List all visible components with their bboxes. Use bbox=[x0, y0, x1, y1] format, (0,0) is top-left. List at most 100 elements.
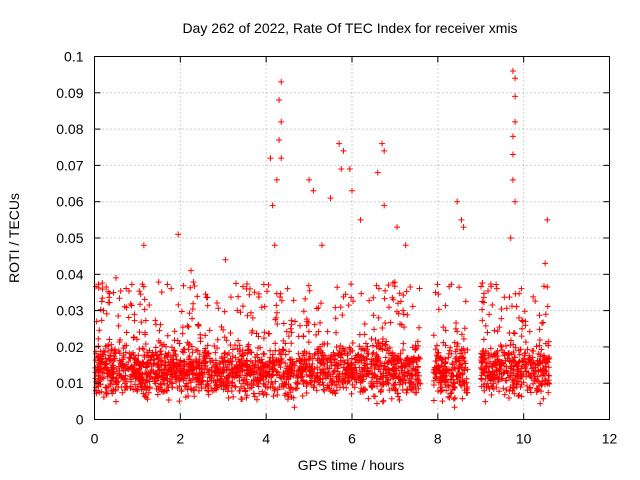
data-point bbox=[265, 281, 272, 288]
data-point bbox=[501, 351, 508, 358]
data-point bbox=[499, 360, 506, 367]
data-point bbox=[265, 330, 272, 337]
data-point bbox=[315, 350, 322, 357]
data-point bbox=[146, 301, 153, 308]
data-point bbox=[186, 364, 193, 371]
data-point bbox=[119, 360, 126, 367]
data-point bbox=[223, 337, 230, 344]
data-point bbox=[374, 340, 381, 347]
data-point bbox=[289, 386, 296, 393]
data-point bbox=[512, 118, 519, 125]
data-point bbox=[446, 283, 453, 290]
data-point bbox=[153, 377, 160, 384]
data-point bbox=[144, 349, 151, 356]
data-point bbox=[515, 347, 522, 354]
data-point bbox=[518, 333, 525, 340]
data-point bbox=[370, 312, 377, 319]
data-point bbox=[152, 349, 159, 356]
data-point bbox=[194, 376, 201, 383]
data-point bbox=[147, 374, 154, 381]
data-point bbox=[545, 389, 552, 396]
data-point bbox=[519, 357, 525, 364]
data-point bbox=[230, 368, 237, 375]
data-point bbox=[180, 377, 187, 384]
data-point bbox=[516, 314, 522, 321]
data-point bbox=[295, 379, 302, 386]
data-point bbox=[438, 362, 445, 369]
data-point bbox=[518, 365, 525, 372]
data-point bbox=[190, 300, 197, 307]
data-point bbox=[450, 396, 457, 403]
data-point bbox=[462, 298, 469, 305]
data-point bbox=[477, 375, 484, 382]
data-point bbox=[451, 384, 458, 391]
data-point bbox=[197, 338, 204, 345]
data-point bbox=[190, 279, 197, 286]
data-point bbox=[176, 398, 183, 405]
data-point bbox=[532, 364, 539, 371]
data-point bbox=[110, 387, 117, 394]
data-point bbox=[509, 68, 516, 75]
data-point bbox=[303, 371, 310, 378]
data-point bbox=[481, 387, 488, 394]
data-point bbox=[543, 359, 550, 366]
data-point bbox=[110, 289, 117, 296]
data-point bbox=[225, 358, 232, 365]
data-point bbox=[458, 331, 465, 338]
data-point bbox=[441, 378, 448, 385]
data-point bbox=[369, 384, 376, 391]
data-point bbox=[224, 363, 231, 370]
data-point bbox=[165, 351, 172, 358]
data-point bbox=[284, 363, 291, 370]
data-point bbox=[92, 357, 99, 364]
data-point bbox=[97, 356, 104, 363]
data-point bbox=[224, 381, 231, 388]
data-point bbox=[98, 298, 105, 305]
data-point bbox=[194, 293, 201, 300]
data-point bbox=[501, 294, 508, 301]
data-point bbox=[236, 387, 243, 394]
data-point bbox=[98, 317, 105, 324]
data-point bbox=[381, 202, 388, 209]
data-point bbox=[359, 345, 366, 352]
data-point bbox=[158, 381, 165, 388]
data-point bbox=[155, 279, 162, 286]
data-point bbox=[130, 334, 137, 341]
data-point bbox=[189, 343, 196, 350]
data-point bbox=[460, 336, 467, 343]
data-point bbox=[225, 384, 232, 391]
data-point bbox=[119, 389, 126, 396]
data-point bbox=[278, 78, 285, 85]
data-point bbox=[258, 304, 265, 311]
data-point bbox=[376, 285, 383, 292]
data-point bbox=[413, 345, 420, 352]
data-point bbox=[274, 392, 281, 399]
data-point bbox=[214, 372, 221, 379]
data-point bbox=[237, 309, 244, 316]
data-point bbox=[433, 363, 440, 370]
data-point bbox=[290, 297, 297, 304]
data-point bbox=[157, 348, 164, 355]
data-point bbox=[241, 385, 248, 392]
data-point bbox=[535, 368, 542, 375]
data-point bbox=[456, 284, 463, 291]
y-tick-label: 0.01 bbox=[56, 375, 83, 391]
data-point bbox=[96, 389, 103, 396]
data-point bbox=[538, 346, 545, 353]
data-point bbox=[397, 298, 404, 305]
data-point bbox=[442, 302, 449, 309]
data-point bbox=[103, 390, 110, 397]
data-point bbox=[166, 378, 173, 385]
data-point bbox=[227, 342, 234, 349]
data-point bbox=[542, 260, 549, 267]
data-point bbox=[100, 307, 107, 314]
data-point bbox=[103, 283, 110, 290]
data-point bbox=[95, 343, 102, 350]
data-point bbox=[446, 394, 453, 401]
data-point bbox=[240, 352, 247, 359]
data-point bbox=[333, 387, 340, 394]
data-point bbox=[433, 352, 440, 359]
data-point bbox=[536, 326, 543, 333]
data-point bbox=[537, 351, 544, 358]
